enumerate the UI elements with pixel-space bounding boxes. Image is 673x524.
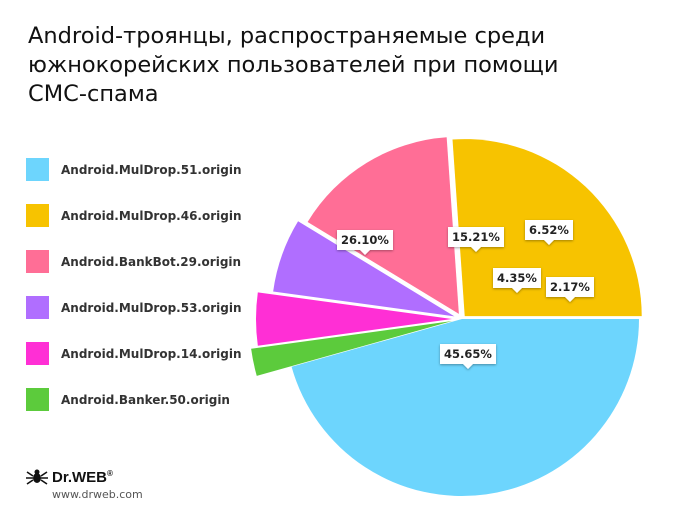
- legend-swatch: [26, 250, 49, 273]
- chart-title: Android-троянцы, распространяемые среди …: [28, 23, 559, 107]
- legend-item-bankbot29: Android.BankBot.29.origin: [26, 250, 241, 273]
- pie-slice-banker50: [251, 321, 453, 376]
- legend-label: Android.MulDrop.53.origin: [61, 300, 242, 315]
- legend-swatch: [26, 388, 49, 411]
- legend-item-banker50: Android.Banker.50.origin: [26, 388, 230, 411]
- data-label-bankbot29: 15.21%: [448, 227, 504, 252]
- legend-label: Android.MulDrop.14.origin: [61, 346, 242, 361]
- legend-label: Android.BankBot.29.origin: [61, 254, 242, 269]
- pie-slice-bankbot29: [307, 137, 459, 314]
- legend-label: Android.MulDrop.51.origin: [61, 162, 242, 177]
- data-label-text: 4.35%: [497, 271, 537, 285]
- drweb-logo: Dr.WEB®: [26, 468, 113, 486]
- data-label-muldrop14: 4.35%: [493, 268, 541, 293]
- data-label-muldrop51: 45.65%: [440, 344, 496, 369]
- logo-text: Dr.WEB®: [52, 468, 113, 486]
- data-label-text: 15.21%: [452, 230, 500, 244]
- legend-label: Android.Banker.50.origin: [61, 392, 230, 407]
- legend-item-muldrop53: Android.MulDrop.53.origin: [26, 296, 242, 319]
- data-label-muldrop53: 6.52%: [525, 220, 573, 245]
- legend-swatch: [26, 204, 49, 227]
- spider-icon: [26, 469, 48, 485]
- data-label-muldrop46: 26.10%: [337, 230, 393, 255]
- data-label-text: 26.10%: [341, 233, 389, 247]
- pie-slice-muldrop51: [291, 319, 639, 496]
- legend-item-muldrop51: Android.MulDrop.51.origin: [26, 158, 242, 181]
- legend-item-muldrop46: Android.MulDrop.46.origin: [26, 204, 242, 227]
- data-label-text: 2.17%: [550, 280, 590, 294]
- legend-item-muldrop14: Android.MulDrop.14.origin: [26, 342, 242, 365]
- legend-label: Android.MulDrop.46.origin: [61, 208, 242, 223]
- pie-slice-muldrop14: [256, 292, 452, 346]
- website-url: www.drweb.com: [52, 488, 143, 501]
- data-label-text: 6.52%: [529, 223, 569, 237]
- data-label-banker50: 2.17%: [546, 277, 594, 302]
- legend-swatch: [26, 342, 49, 365]
- legend-swatch: [26, 158, 49, 181]
- legend-swatch: [26, 296, 49, 319]
- pie-slice-muldrop53: [273, 221, 455, 317]
- data-label-text: 45.65%: [444, 347, 492, 361]
